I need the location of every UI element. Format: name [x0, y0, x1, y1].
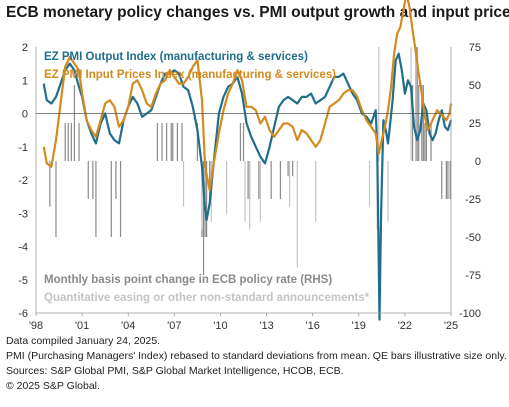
y-left-tick-label: 0 [22, 109, 28, 121]
y-left-tick-label: -4 [18, 242, 28, 254]
y-right-tick-label: 75 [469, 42, 481, 54]
y-left-tick-label: -1 [18, 142, 28, 154]
footnote-copyright: © 2025 S&P Global. [6, 380, 100, 392]
footnote-note: PMI (Purchasing Managers' Index) rebased… [6, 350, 507, 362]
y-right-tick-label: 25 [469, 118, 481, 130]
y-left-tick-label: -2 [18, 175, 28, 187]
series-line-0 [42, 52, 453, 321]
y-right-tick-label: -25 [465, 194, 481, 206]
lines-layer [42, 0, 453, 321]
annotation-0: Monthly basis point change in ECB policy… [44, 274, 332, 286]
y-right-tick-label: -75 [465, 270, 481, 282]
x-tick-label: '25 [444, 320, 458, 332]
x-tick-label: '13 [259, 320, 273, 332]
x-tick-label: '98 [29, 320, 43, 332]
y-left-tick-label: -6 [18, 308, 28, 320]
y-right-tick-label: 0 [475, 156, 481, 168]
bars-layer [49, 47, 451, 275]
annotation-1: Quantitative easing or other non-standar… [44, 292, 370, 304]
axes-layer: 2 1 0 -1 -2 -3 -4 -5 -6 75 50 25 0 -25 -50 -75 -100 '98 '0… [18, 42, 481, 332]
legend-entry-0: EZ PMI Output Index (manufacturing & ser… [44, 51, 308, 63]
y-left-tick-label: 2 [22, 42, 28, 54]
y-left-tick-label: -5 [18, 275, 28, 287]
x-tick-label: '10 [213, 320, 227, 332]
y-right-tick-label: 50 [469, 80, 481, 92]
x-tick-label: '07 [167, 320, 181, 332]
footnote-sources: Sources: S&P Global PMI, S&P Global Mark… [6, 365, 344, 377]
x-tick-label: '16 [305, 320, 319, 332]
y-left-tick-label: 1 [22, 75, 28, 87]
y-right-tick-label: -50 [465, 232, 481, 244]
x-tick-label: '01 [75, 320, 89, 332]
chart-title: ECB monetary policy changes vs. PMI outp… [6, 4, 509, 21]
footnote-compiled: Data compiled January 24, 2025. [6, 335, 161, 347]
x-tick-label: '19 [352, 320, 366, 332]
chart-canvas: 2 1 0 -1 -2 -3 -4 -5 -6 75 50 25 0 -25 -50 -75 -100 '98 '0… [18, 0, 481, 332]
series-line-1 [42, 0, 453, 192]
x-tick-label: '22 [398, 320, 412, 332]
x-tick-label: '04 [121, 320, 135, 332]
legend-layer: EZ PMI Output Index (manufacturing & ser… [44, 51, 370, 304]
y-right-tick-label: -100 [459, 308, 481, 320]
y-left-tick-label: -3 [18, 208, 28, 220]
legend-entry-1: EZ PMI Input Prices Index (manufacturing… [44, 69, 336, 81]
